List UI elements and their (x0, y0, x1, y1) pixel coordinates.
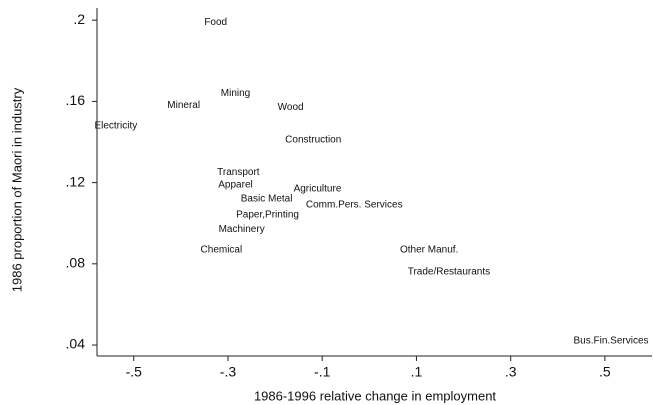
y-tick-label: .16 (66, 92, 86, 108)
point-label: Mineral (167, 100, 200, 111)
y-axis-title: 1986 proportion of Maori in industry (9, 87, 24, 292)
point-label: Comm.Pers. Services (306, 200, 403, 211)
point-label: Wood (278, 102, 304, 113)
x-axis-title: 1986-1996 relative change in employment (254, 388, 496, 403)
point-label: Construction (285, 135, 341, 146)
point-label: Electricity (94, 120, 137, 131)
point-label: Transport (217, 167, 260, 178)
x-tick-label: -.1 (314, 364, 331, 380)
x-tick-label: .3 (505, 364, 517, 380)
y-tick-label: .12 (66, 173, 86, 189)
y-tick-label: .2 (73, 11, 85, 27)
point-label: Trade/Restaurants (408, 267, 490, 278)
x-tick-label: .5 (599, 364, 611, 380)
point-label: Food (204, 17, 227, 28)
point-label: Paper,Printing (236, 210, 299, 221)
y-tick-label: .08 (66, 255, 86, 271)
point-label: Mining (221, 88, 250, 99)
point-label: Bus.Fin.Services (573, 336, 648, 347)
point-label: Machinery (219, 224, 265, 235)
x-tick-label: .1 (411, 364, 423, 380)
point-label: Basic Metal (241, 193, 293, 204)
x-tick-label: -.5 (126, 364, 143, 380)
point-label: Other Manuf. (400, 244, 458, 255)
y-tick-label: .04 (66, 336, 86, 352)
point-label: Apparel (218, 179, 252, 190)
point-label: Agriculture (294, 183, 342, 194)
point-label: Chemical (201, 244, 243, 255)
x-tick-label: -.3 (220, 364, 237, 380)
